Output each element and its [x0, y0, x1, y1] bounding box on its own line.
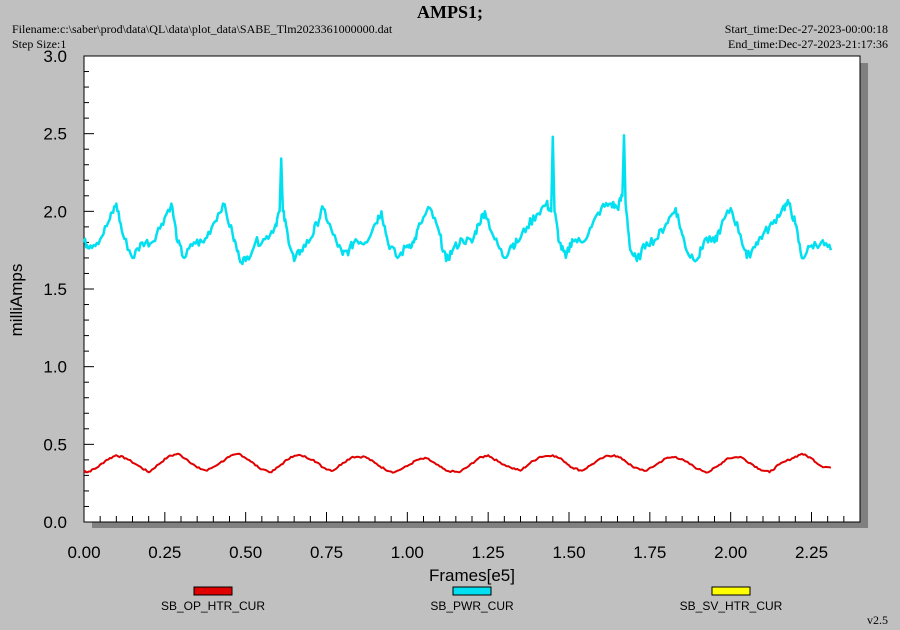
x-axis-title: Frames[e5] — [429, 566, 515, 585]
end-time-label: End_time:Dec-27-2023-21:17:36 — [728, 37, 888, 51]
legend-label: SB_OP_HTR_CUR — [161, 599, 265, 613]
version-label: v2.5 — [867, 613, 888, 627]
y-tick-label: 0.5 — [43, 435, 67, 454]
x-tick-label: 1.25 — [472, 543, 505, 562]
legend-swatch — [711, 586, 751, 596]
x-tick-label: 0.00 — [67, 543, 100, 562]
step-size-label: Step Size:1 — [12, 37, 67, 51]
y-tick-labels: 0.0 0.5 1.0 1.5 2.0 2.5 3.0 — [43, 47, 67, 532]
legend-label: SB_SV_HTR_CUR — [680, 599, 783, 613]
series-line-sb-op-htr-cur — [83, 452, 832, 474]
y-tick-label: 3.0 — [43, 47, 67, 66]
y-tick-label: 1.5 — [43, 280, 67, 299]
x-tick-label: 2.25 — [795, 543, 828, 562]
x-tick-label: 2.00 — [714, 543, 747, 562]
legend: SB_OP_HTR_CUR SB_PWR_CUR SB_SV_HTR_CUR — [161, 586, 783, 613]
legend-swatch — [452, 586, 492, 596]
axis-ticks — [83, 55, 861, 523]
x-tick-label: 0.75 — [310, 543, 343, 562]
series-layer — [82, 133, 833, 474]
x-tick-labels: 0.00 0.25 0.50 0.75 1.00 1.25 1.50 1.75 2.00 2.25 — [67, 543, 828, 562]
y-axis-title: milliAmps — [7, 264, 26, 337]
legend-swatch — [193, 586, 233, 596]
chart-title: AMPS1; — [417, 2, 483, 22]
x-tick-label: 0.50 — [229, 543, 262, 562]
x-tick-label: 1.75 — [633, 543, 666, 562]
y-tick-label: 2.5 — [43, 125, 67, 144]
x-tick-label: 0.25 — [148, 543, 181, 562]
series-line-sb-pwr-cur — [82, 133, 833, 266]
x-tick-label: 1.00 — [391, 543, 424, 562]
y-tick-label: 2.0 — [43, 202, 67, 221]
plot-area — [83, 55, 861, 523]
y-tick-label: 0.0 — [43, 513, 67, 532]
legend-label: SB_PWR_CUR — [430, 599, 514, 613]
x-tick-label: 1.50 — [552, 543, 585, 562]
filename-label: Filename:c:\saber\prod\data\QL\data\plot… — [12, 22, 393, 36]
start-time-label: Start_time:Dec-27-2023-00:00:18 — [724, 22, 888, 36]
y-tick-label: 1.0 — [43, 358, 67, 377]
